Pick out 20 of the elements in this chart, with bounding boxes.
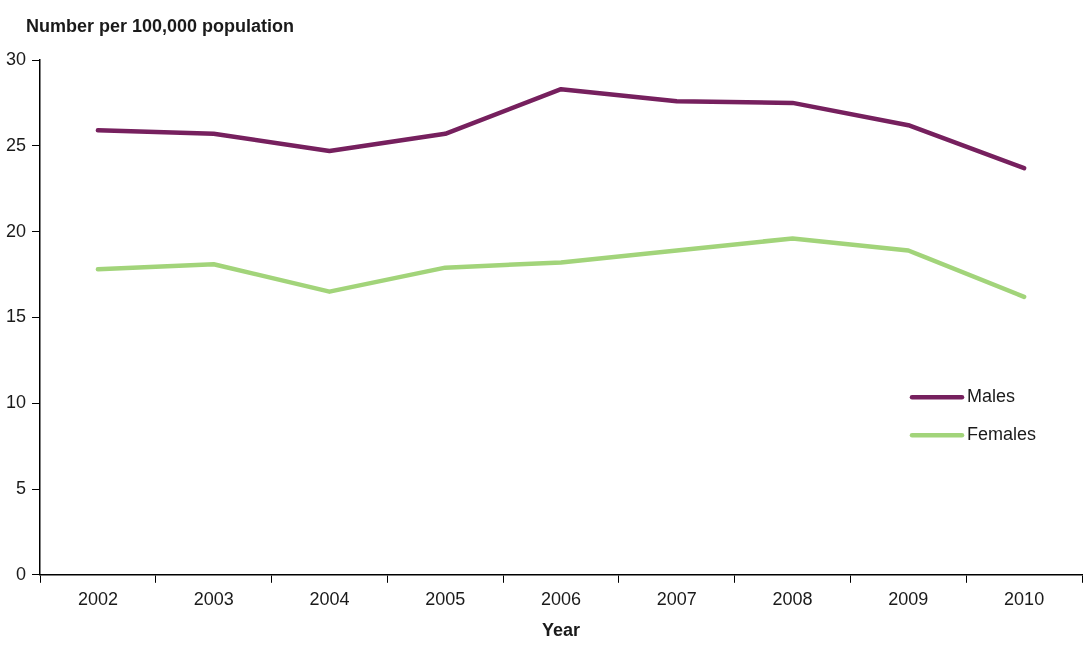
- y-tick-label: 5: [16, 477, 27, 498]
- x-tick-label: 2010: [1004, 588, 1045, 609]
- y-axis-title: Number per 100,000 population: [26, 16, 295, 37]
- y-tick-label: 30: [5, 48, 27, 69]
- y-tick-label: 25: [5, 134, 27, 155]
- legend-label: Males: [967, 386, 1016, 407]
- y-tick-label: 15: [5, 306, 27, 327]
- x-tick-label: 2006: [540, 588, 582, 609]
- y-tick-label: 10: [5, 392, 27, 413]
- x-axis-title: Year: [541, 620, 581, 641]
- x-tick-label: 2005: [425, 588, 466, 609]
- y-tick-label: 0: [16, 563, 27, 584]
- x-tick-label: 2007: [656, 588, 697, 609]
- x-tick-label: 2003: [193, 588, 234, 609]
- y-tick-label: 20: [5, 220, 27, 241]
- x-tick-label: 2004: [309, 588, 350, 609]
- x-tick-label: 2009: [888, 588, 929, 609]
- legend-label: Females: [967, 424, 1037, 445]
- x-tick-label: 2002: [77, 588, 118, 609]
- x-tick-label: 2008: [772, 588, 813, 609]
